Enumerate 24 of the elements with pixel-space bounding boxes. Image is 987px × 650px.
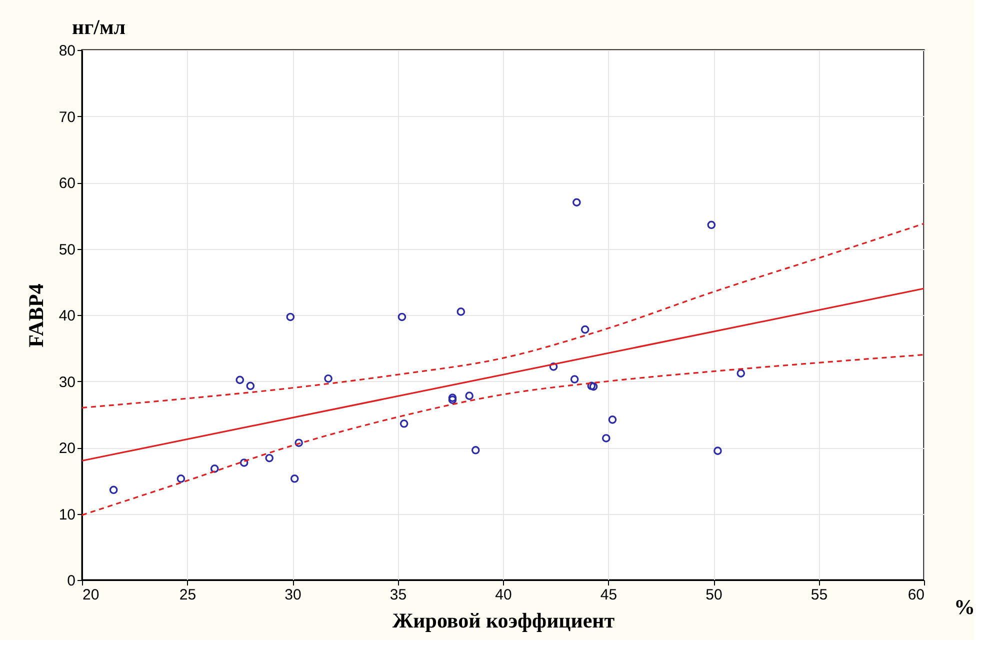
y-axis-title: FABP4 xyxy=(24,283,48,348)
x-tick-label: 40 xyxy=(495,586,512,604)
x-tick-label: 55 xyxy=(810,586,828,604)
line-series xyxy=(81,354,925,516)
x-tick-label: 60 xyxy=(908,586,924,604)
x-tick-label: 25 xyxy=(179,586,196,604)
y-tick-label: 60 xyxy=(58,175,76,192)
text: нг/мл xyxy=(72,15,126,39)
y-tick-label: 0 xyxy=(67,572,76,590)
text: % xyxy=(954,595,975,619)
x-axis-title: Жировой коэффициент xyxy=(392,608,616,632)
x-tick-label: 35 xyxy=(390,586,407,604)
y-tick-label: 50 xyxy=(58,241,76,258)
x-tick-label: 30 xyxy=(284,586,302,604)
x-tick-label: 50 xyxy=(706,586,722,604)
y-tick-label: 70 xyxy=(58,108,76,126)
y-tick-label: 80 xyxy=(58,42,76,60)
x-tick-label: 45 xyxy=(600,586,618,604)
y-tick-label: 10 xyxy=(58,506,76,524)
y-tick-label: 40 xyxy=(58,308,76,324)
y-tick-label: 30 xyxy=(58,374,76,391)
line-series xyxy=(81,222,925,409)
y-tick-label: 20 xyxy=(58,440,76,457)
x-tick-label: 20 xyxy=(82,586,100,604)
